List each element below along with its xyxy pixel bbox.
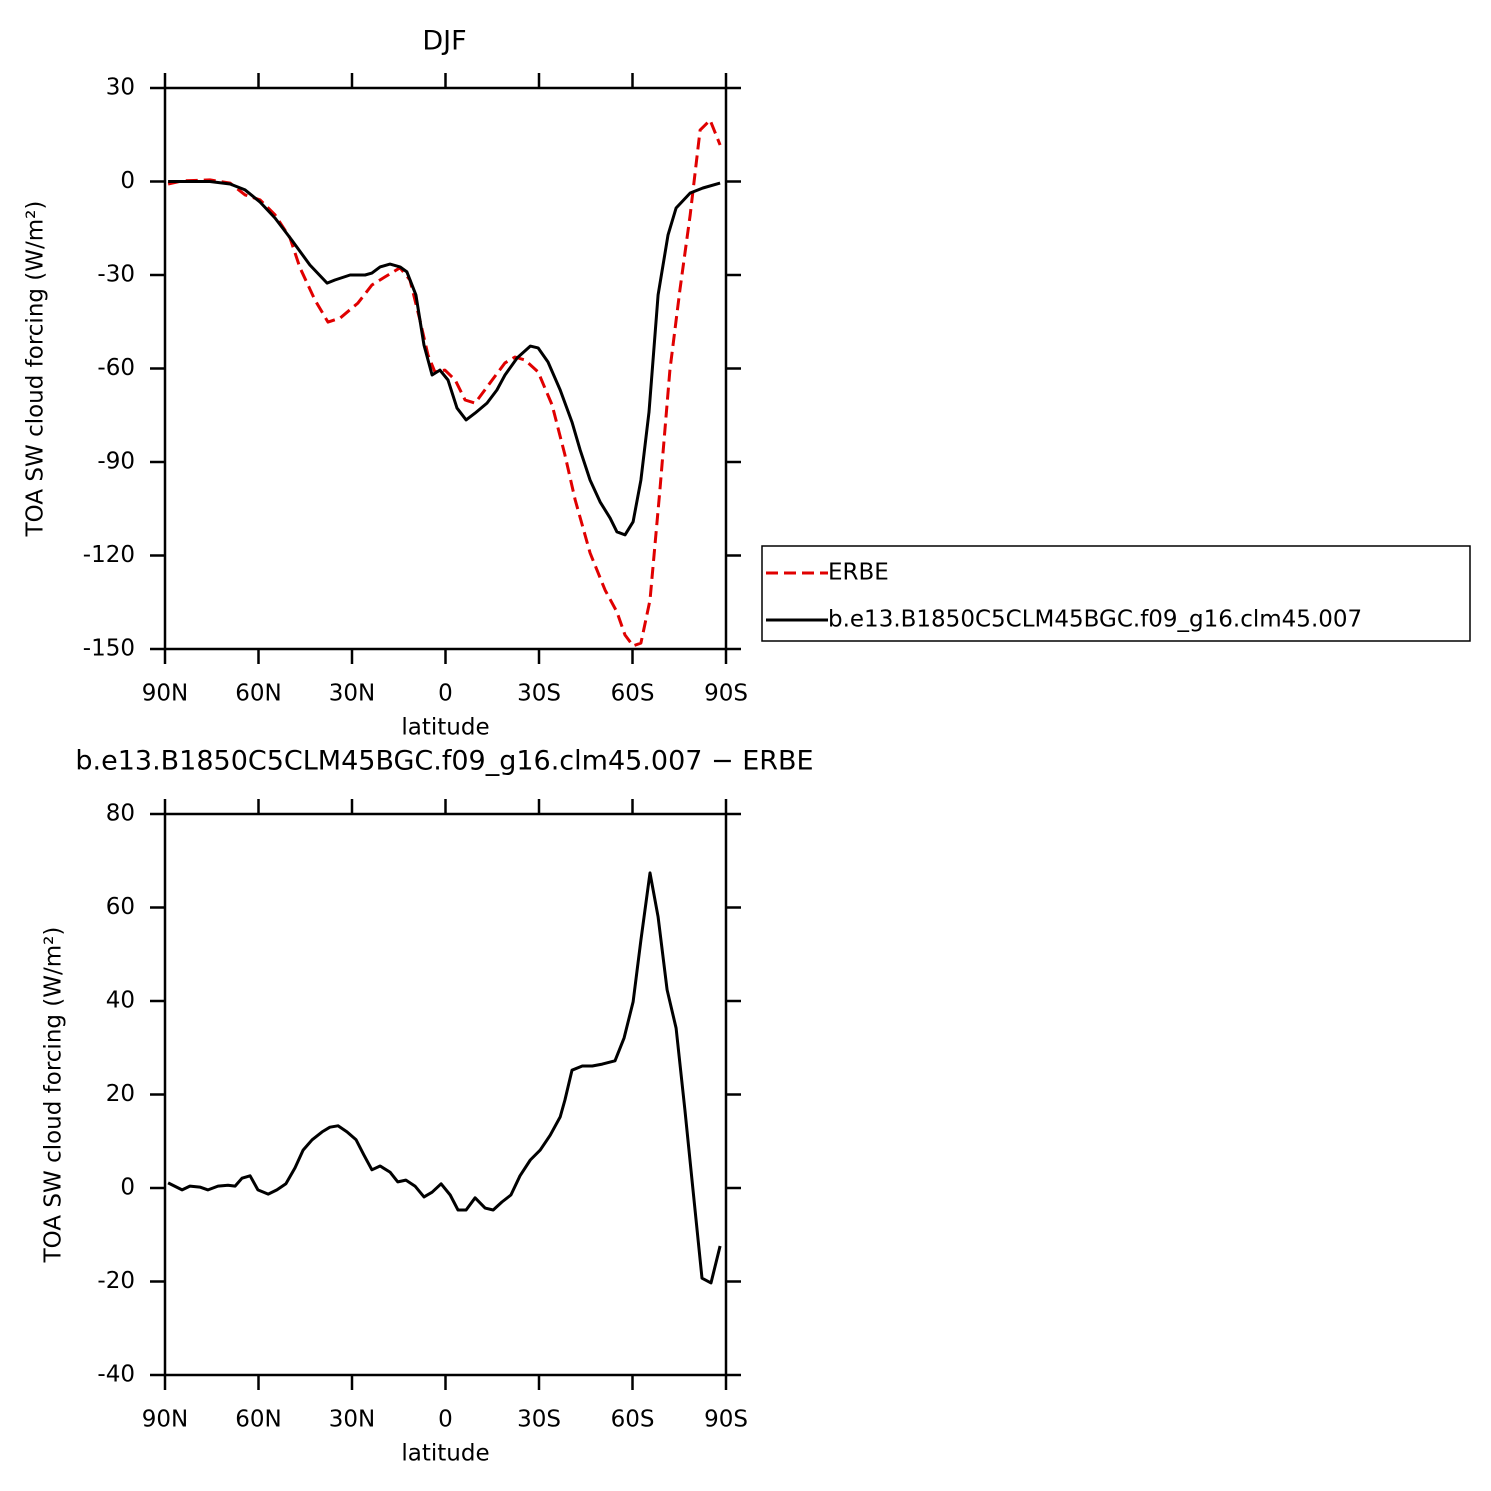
y-tick-label: -20 — [97, 1268, 135, 1294]
y-tick-label: 40 — [106, 988, 135, 1014]
y-tick-label: 20 — [106, 1081, 135, 1107]
x-tick-label: 90S — [704, 681, 748, 707]
x-tick-label: 0 — [438, 1407, 453, 1433]
panel: b.e13.B1850C5CLM45BGC.f09_g16.clm45.007 … — [41, 746, 814, 1467]
x-tick-label: 60N — [235, 681, 281, 707]
data-line — [167, 871, 722, 1285]
data-line — [168, 180, 721, 537]
x-tick-label: 30N — [329, 1407, 375, 1433]
y-tick-label: -90 — [97, 449, 135, 475]
x-tick-label: 30S — [517, 1407, 561, 1433]
x-axis-label: latitude — [401, 1441, 489, 1467]
y-tick-label: 30 — [106, 75, 135, 101]
x-tick-label: 90N — [142, 681, 188, 707]
y-tick-label: 60 — [106, 894, 135, 920]
chart-title: b.e13.B1850C5CLM45BGC.f09_g16.clm45.007 … — [75, 746, 813, 777]
y-tick-label: -40 — [97, 1362, 135, 1388]
chart-title: DJF — [422, 26, 466, 57]
x-tick-label: 90S — [704, 1407, 748, 1433]
x-tick-label: 60S — [611, 681, 655, 707]
plot-frame — [163, 86, 728, 651]
x-tick-label: 30N — [329, 681, 375, 707]
y-tick-label: -30 — [97, 262, 135, 288]
y-tick-label: 80 — [106, 801, 135, 827]
x-tick-label: 0 — [438, 681, 453, 707]
x-tick-label: 60S — [611, 1407, 655, 1433]
panel: DJF -150 -120 -90 -60 -30 0 30 90N 60N 30N 0 30S 60S 9… — [23, 26, 1471, 741]
legend: ERBE b.e13.B1850C5CLM45BGC.f09_g16.clm45.… — [761, 545, 1471, 642]
y-tick-label: -150 — [83, 636, 135, 662]
y-tick-label: -60 — [97, 355, 135, 381]
y-tick-label: -120 — [83, 542, 135, 568]
y-tick-label: 0 — [120, 168, 135, 194]
y-axis-label: TOA SW cloud forcing (W/m²) — [23, 201, 49, 538]
y-axis-label: TOA SW cloud forcing (W/m²) — [41, 927, 67, 1264]
legend-box — [761, 545, 1471, 642]
data-line — [167, 118, 722, 648]
legend-label: b.e13.B1850C5CLM45BGC.f09_g16.clm45.007 — [828, 607, 1362, 633]
x-tick-label: 60N — [235, 1407, 281, 1433]
y-tick-label: 0 — [120, 1175, 135, 1201]
x-tick-label: 90N — [142, 1407, 188, 1433]
x-axis-label: latitude — [401, 715, 489, 741]
legend-label: ERBE — [828, 560, 889, 586]
plot-frame — [163, 812, 728, 1377]
x-tick-label: 30S — [517, 681, 561, 707]
